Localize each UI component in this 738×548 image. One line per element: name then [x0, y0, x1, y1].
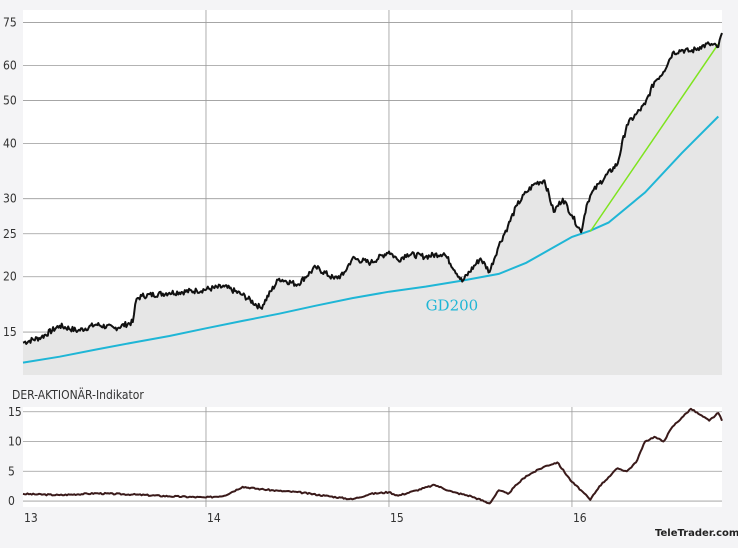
trendline	[589, 43, 719, 232]
indicator-y-axis: 0 5 10 15	[8, 405, 22, 508]
indicator-title: DER-AKTIONÄR-Indikator	[12, 387, 144, 402]
gd200-moving-average-line	[22, 115, 720, 364]
indicator-plot-area	[23, 407, 722, 507]
x-tick-label: 13	[24, 511, 38, 525]
price-y-tick-label: 60	[3, 58, 17, 72]
brand-logo: TeleTrader.com	[655, 528, 738, 539]
price-area-fill	[23, 33, 722, 375]
x-tick-label: 15	[390, 511, 404, 525]
indicator-y-tick-label: 5	[8, 464, 15, 478]
x-tick-label: 16	[573, 511, 587, 525]
x-axis: 13 14 15 16	[24, 511, 587, 525]
indicator-y-tick-label: 0	[8, 494, 15, 508]
indicator-y-tick-label: 10	[8, 435, 22, 449]
price-y-tick-label: 40	[3, 136, 17, 150]
price-y-tick-label: 15	[3, 325, 17, 339]
price-y-tick-label: 25	[3, 227, 17, 241]
price-y-tick-label: 75	[3, 15, 17, 29]
gd200-label: GD200	[426, 296, 479, 314]
price-y-tick-label: 30	[3, 192, 17, 206]
price-y-tick-label: 20	[3, 270, 17, 284]
price-y-tick-label: 50	[3, 93, 17, 107]
price-y-axis: 15 20 25 30 40 50 60 75	[3, 15, 17, 339]
indicator-grid	[23, 407, 722, 507]
indicator-y-tick-label: 15	[8, 405, 22, 419]
x-tick-label: 14	[207, 511, 221, 525]
price-line	[22, 32, 723, 345]
indicator-line	[22, 407, 723, 505]
